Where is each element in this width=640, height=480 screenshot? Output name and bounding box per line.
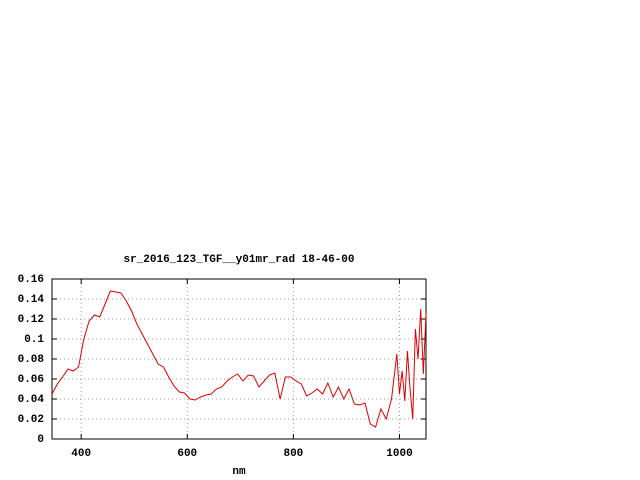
y-tick-label: 0.02	[18, 414, 44, 426]
x-tick-label: 1000	[386, 448, 412, 460]
y-tick-label: 0.06	[18, 374, 44, 386]
x-axis-label: nm	[232, 466, 246, 478]
y-tick-label: 0.04	[18, 394, 45, 406]
plot-frame	[51, 278, 427, 440]
y-tick-label: 0.1	[24, 334, 44, 346]
y-tick-label: 0.14	[18, 294, 45, 306]
chart-title: sr_2016_123_TGF__y01mr_rad 18-46-00	[123, 254, 354, 266]
x-tick-label: 800	[283, 448, 303, 460]
data-line	[51, 290, 427, 428]
y-tick-label: 0.12	[18, 314, 44, 326]
y-tick-label: 0.16	[18, 274, 44, 286]
x-tick-label: 400	[71, 448, 91, 460]
x-tick-label: 600	[177, 448, 197, 460]
y-tick-label: 0	[37, 434, 44, 446]
y-tick-label: 0.08	[18, 354, 45, 366]
